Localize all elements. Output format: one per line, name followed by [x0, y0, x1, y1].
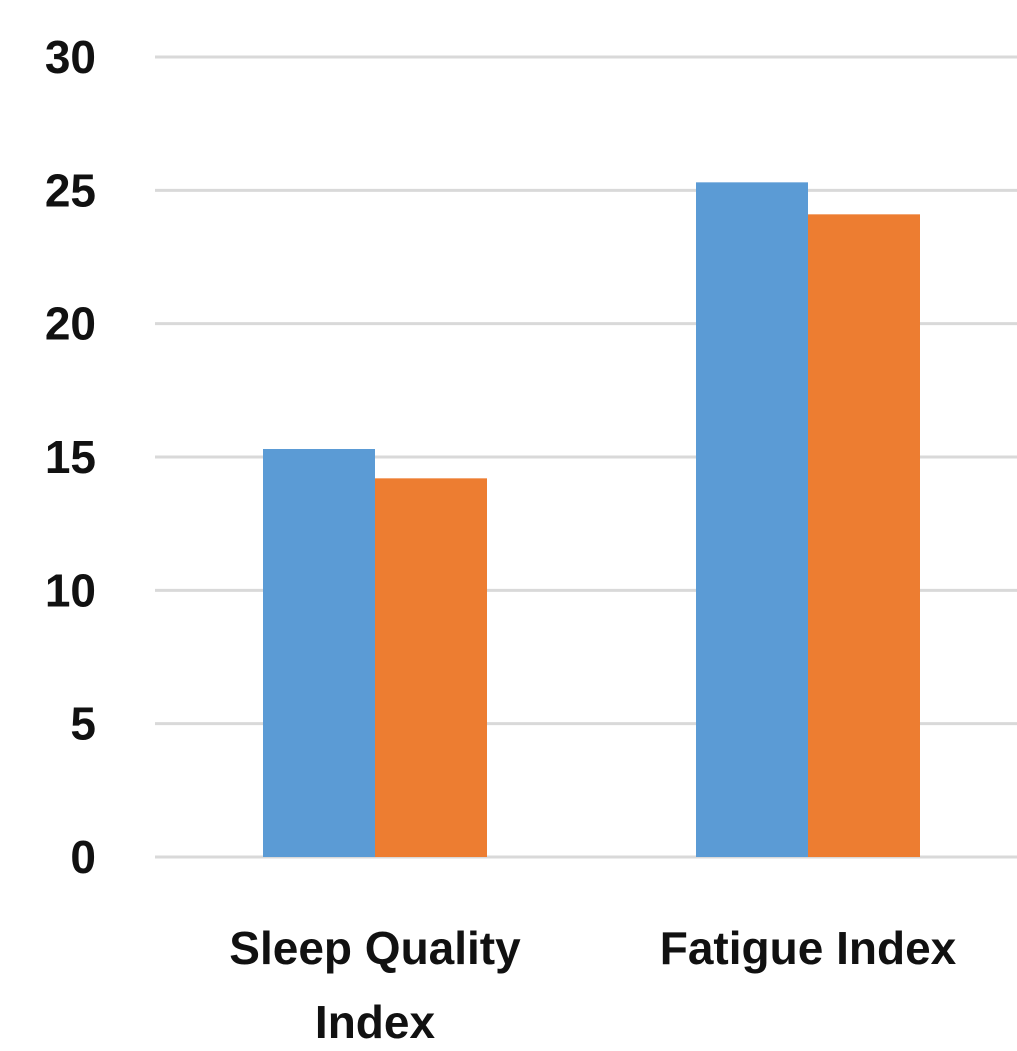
x-category-label-line: Sleep Quality: [229, 922, 521, 974]
x-axis-labels: Sleep Quality Index Fatigue Index: [229, 922, 956, 1048]
bar-series-2-category-2: [808, 214, 920, 858]
y-axis-ticks: 0 5 10 15 20 25 30: [45, 31, 96, 883]
y-tick-label: 15: [45, 431, 96, 483]
y-tick-label: 5: [70, 698, 96, 750]
bars: [263, 182, 920, 858]
bar-series-1-category-2: [696, 182, 808, 858]
y-tick-label: 0: [70, 831, 96, 883]
y-tick-label: 20: [45, 298, 96, 350]
y-tick-label: 10: [45, 564, 96, 616]
bar-series-1-category-1: [263, 449, 375, 857]
x-category-label: Sleep Quality Index: [229, 922, 521, 1048]
x-category-label-line: Index: [315, 996, 436, 1048]
y-tick-label: 25: [45, 164, 96, 216]
y-tick-label: 30: [45, 31, 96, 83]
x-category-label-line: Fatigue Index: [660, 922, 957, 974]
bar-series-2-category-1: [375, 478, 487, 857]
x-category-label: Fatigue Index: [660, 922, 957, 974]
